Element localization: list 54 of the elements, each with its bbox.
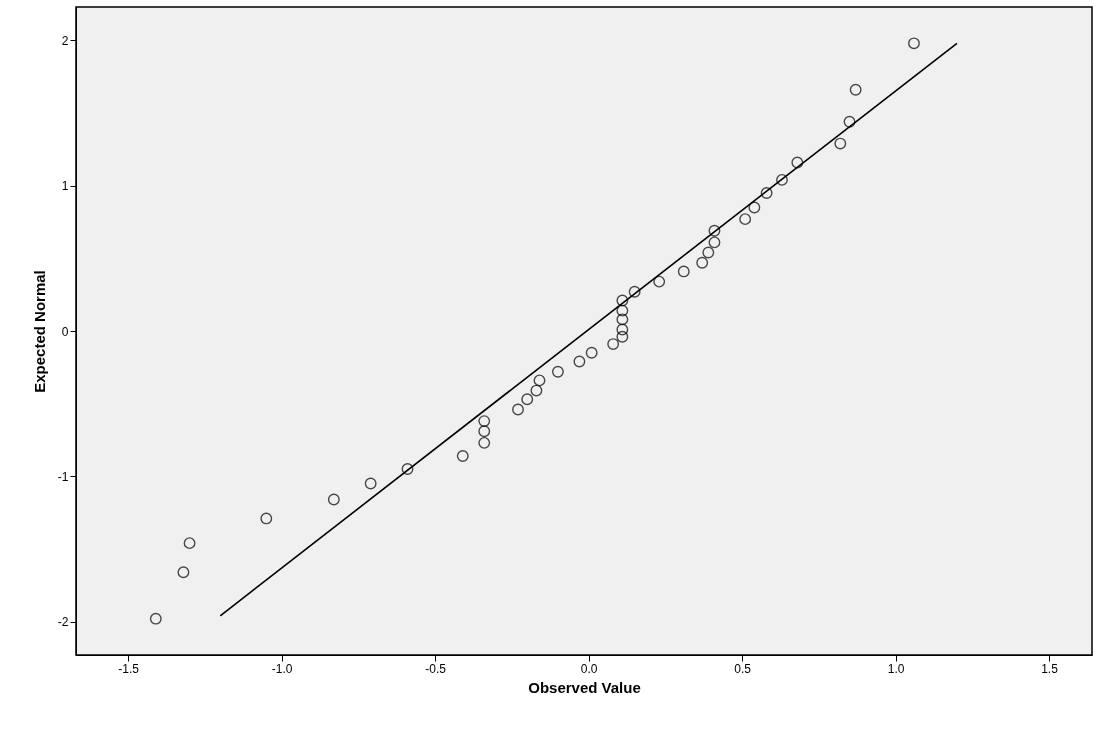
point <box>843 115 856 128</box>
point <box>616 330 629 343</box>
point <box>616 323 629 336</box>
y-tick-label: 2 <box>61 33 69 48</box>
point <box>478 425 491 438</box>
x-tick-label: 1.0 <box>887 661 905 676</box>
point <box>628 285 641 298</box>
point <box>791 156 804 169</box>
point <box>834 137 847 150</box>
x-tick-label: 1.5 <box>1041 661 1059 676</box>
point <box>478 415 491 428</box>
point <box>702 246 715 259</box>
point <box>760 187 773 199</box>
point <box>908 37 920 50</box>
y-tick-label: 0 <box>61 324 69 339</box>
point <box>849 83 862 96</box>
y-tick-label: 1 <box>61 179 69 194</box>
point <box>183 537 196 550</box>
x-tick-label: 0.0 <box>580 661 598 676</box>
point <box>177 566 190 579</box>
point <box>401 463 414 475</box>
point <box>653 275 666 288</box>
point <box>616 294 629 307</box>
point <box>530 384 543 397</box>
point <box>776 173 788 186</box>
point <box>677 265 690 278</box>
point <box>327 493 340 506</box>
point <box>607 338 620 351</box>
point <box>478 436 491 449</box>
point <box>616 304 629 317</box>
point <box>708 236 721 249</box>
y-axis-title: Expected Normal <box>30 270 48 393</box>
point <box>149 612 162 625</box>
point <box>364 477 377 490</box>
point <box>708 224 721 237</box>
point <box>260 512 273 525</box>
x-axis-title: Observed Value <box>528 678 641 696</box>
point <box>748 201 761 214</box>
x-tick-label: -1.5 <box>118 661 140 676</box>
x-tick-label: 0.5 <box>734 661 752 676</box>
point <box>585 346 598 359</box>
point <box>696 256 709 269</box>
point <box>551 365 564 378</box>
point <box>573 355 586 368</box>
y-tick-label: -1 <box>57 469 69 484</box>
point <box>616 313 629 326</box>
point <box>739 213 752 226</box>
point <box>456 450 469 462</box>
y-tick-label: -2 <box>57 615 69 630</box>
x-tick-label: -0.5 <box>425 661 447 676</box>
point <box>533 374 546 387</box>
x-tick-label: -1.0 <box>271 661 293 676</box>
point <box>512 403 524 416</box>
point <box>521 393 534 406</box>
